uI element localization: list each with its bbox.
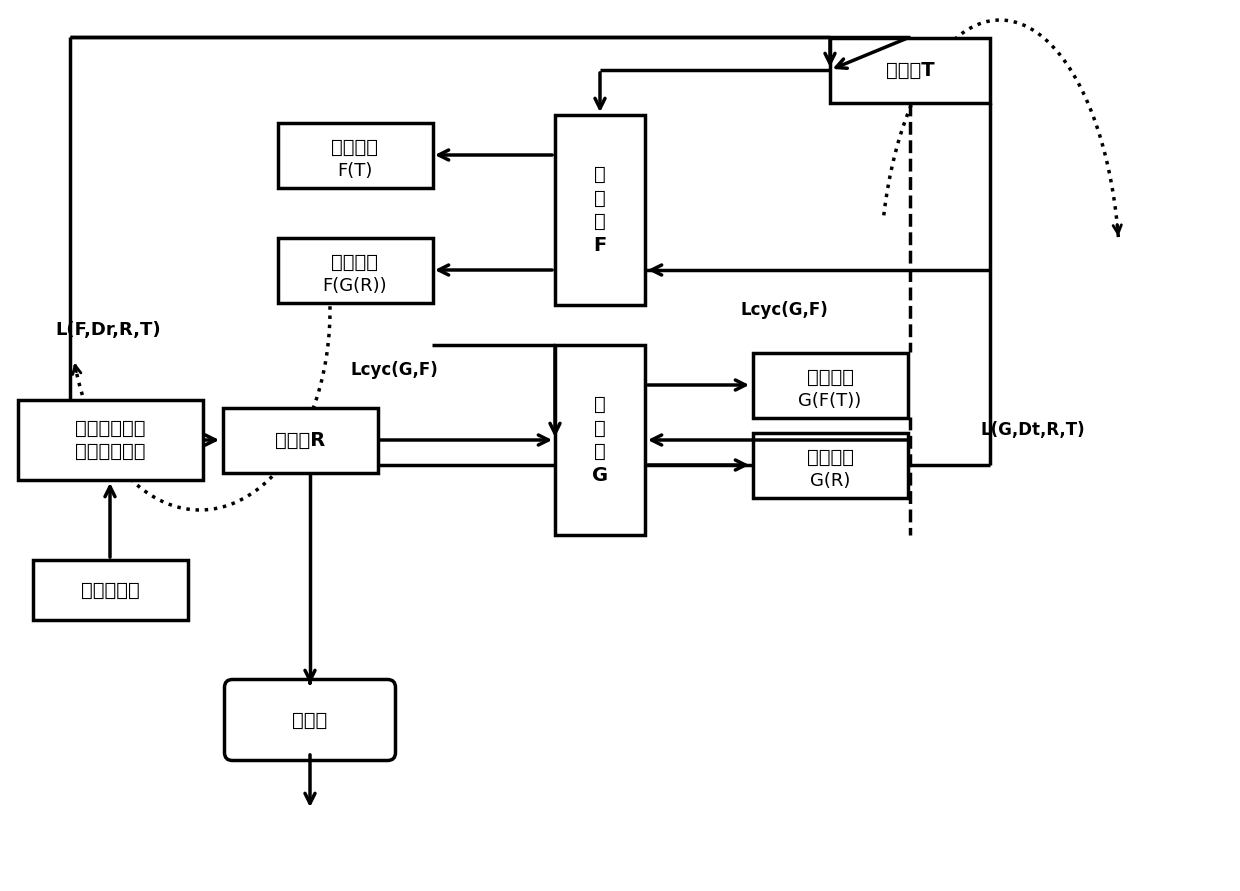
Text: L(G,Dt,R,T): L(G,Dt,R,T): [981, 421, 1085, 439]
Text: F(G(R)): F(G(R)): [322, 277, 387, 295]
Text: 目标域T: 目标域T: [885, 61, 934, 79]
Bar: [830, 37, 990, 102]
Text: 真实数据集: 真实数据集: [81, 581, 139, 600]
Bar: [17, 400, 202, 480]
Text: 人工样本: 人工样本: [806, 367, 853, 387]
Text: L(F,Dr,R,T): L(F,Dr,R,T): [55, 321, 161, 339]
Text: F(T): F(T): [337, 162, 373, 180]
FancyBboxPatch shape: [224, 680, 396, 761]
Bar: [278, 238, 433, 303]
Bar: [556, 345, 645, 535]
Text: 真实数据集中
的少数类样本: 真实数据集中 的少数类样本: [74, 419, 145, 462]
Text: 生
成
器
F: 生 成 器 F: [594, 165, 606, 255]
Text: 参考域R: 参考域R: [275, 430, 325, 449]
Text: 分类器: 分类器: [293, 710, 327, 730]
Bar: [278, 122, 433, 187]
Bar: [753, 432, 908, 497]
Text: 人工样本: 人工样本: [806, 447, 853, 467]
Text: G(R): G(R): [810, 472, 851, 490]
Bar: [556, 115, 645, 305]
Text: 人工样本: 人工样本: [331, 137, 378, 157]
Text: Lcyc(G,F): Lcyc(G,F): [740, 301, 828, 319]
Text: Lcyc(G,F): Lcyc(G,F): [350, 361, 438, 379]
Bar: [222, 407, 377, 472]
Text: 人工样本: 人工样本: [331, 252, 378, 272]
Text: 生
成
器
G: 生 成 器 G: [591, 396, 608, 485]
Bar: [753, 353, 908, 418]
Text: G(F(T)): G(F(T)): [799, 392, 862, 410]
Bar: [32, 560, 187, 620]
